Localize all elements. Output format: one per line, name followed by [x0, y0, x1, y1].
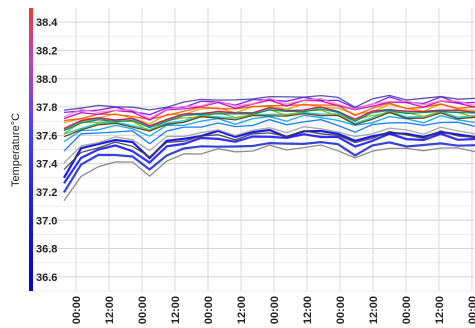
y-tick-label: 37.2 [36, 187, 57, 199]
y-tick-label: 38.2 [36, 45, 57, 57]
x-tick-label: 00:00 [335, 296, 347, 324]
series-line [63, 140, 475, 193]
x-tick-label: 12:00 [104, 296, 116, 324]
series-line [63, 130, 475, 170]
x-tick-labels: 00:00 12:00 00:00 12:00 00:00 12:00 00:00 12:00… [71, 296, 475, 324]
y-axis-color-strip [29, 8, 33, 291]
y-tick-label: 36.6 [36, 272, 57, 284]
series-line [63, 106, 475, 130]
x-tick-label: 12:00 [368, 296, 380, 324]
series-line [63, 144, 475, 202]
y-tick-label: 37.6 [36, 130, 57, 142]
series-line [63, 110, 475, 135]
x-tick-label: 00:00 [401, 296, 413, 324]
x-tick-label: 00:00 [137, 296, 149, 324]
y-tick-label: 37.0 [36, 215, 57, 227]
y-tick-label: 37.4 [36, 159, 58, 171]
series-line [63, 132, 475, 184]
series-line [63, 97, 475, 120]
series-line [63, 111, 475, 138]
x-tick-label: 12:00 [302, 296, 314, 324]
x-tick-label: 00:00 [467, 296, 475, 324]
x-tick-label: 12:00 [434, 296, 446, 324]
x-tick-label: 00:00 [203, 296, 215, 324]
series-line [63, 126, 475, 164]
series-line [63, 94, 475, 111]
series-line [63, 128, 475, 179]
series-line [63, 102, 475, 122]
y-tick-label: 38.0 [36, 74, 57, 86]
y-axis-title: Temperature°C [10, 113, 22, 187]
x-tick-label: 00:00 [269, 296, 281, 324]
y-tick-label: 37.8 [36, 102, 57, 114]
series-layer [63, 94, 475, 202]
x-tick-label: 12:00 [236, 296, 248, 324]
series-line [63, 118, 475, 152]
y-tick-labels: 38.4 38.2 38.0 37.8 37.6 37.4 37.2 37.0 36.8 36.6 [36, 17, 58, 284]
y-tick-label: 36.8 [36, 244, 57, 256]
series-line [63, 108, 475, 132]
series-line [63, 96, 475, 116]
y-tick-label: 38.4 [36, 17, 58, 29]
x-tick-label: 00:00 [71, 296, 83, 324]
x-tick-label: 12:00 [170, 296, 182, 324]
grid-layer [34, 8, 475, 292]
